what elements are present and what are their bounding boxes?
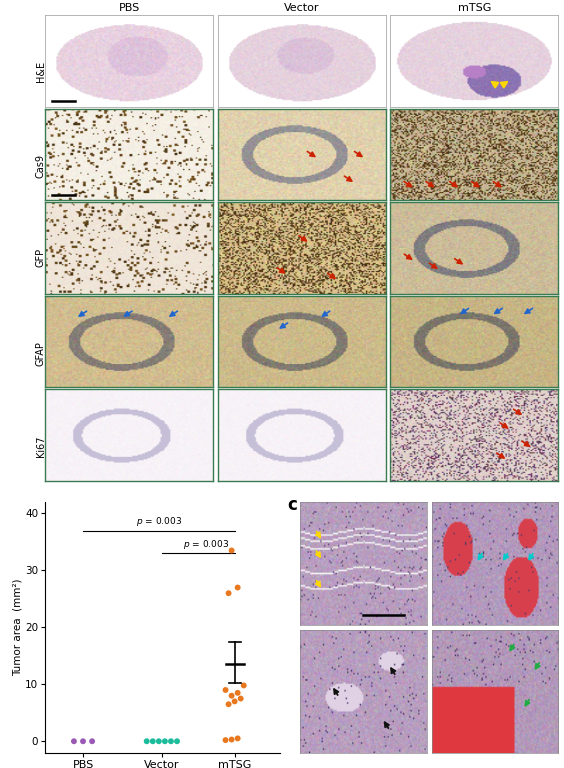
- Y-axis label: Ki67: Ki67: [36, 435, 46, 456]
- Point: [224, 698, 233, 710]
- Title: mTSG: mTSG: [457, 3, 491, 13]
- Point: [87, 735, 96, 747]
- Text: $p$ = 0.003: $p$ = 0.003: [136, 515, 182, 528]
- Y-axis label: H&E: H&E: [36, 61, 46, 82]
- Point: [142, 735, 151, 747]
- Point: [230, 695, 239, 707]
- Point: [166, 735, 175, 747]
- Point: [239, 680, 248, 692]
- Point: [221, 684, 230, 696]
- Point: [227, 545, 236, 557]
- Y-axis label: Tumor area  (mm²): Tumor area (mm²): [12, 578, 22, 676]
- Title: PBS: PBS: [118, 3, 140, 13]
- Y-axis label: GFAP: GFAP: [36, 342, 46, 366]
- Point: [173, 735, 182, 747]
- Point: [160, 735, 169, 747]
- Text: c: c: [287, 496, 297, 514]
- Point: [224, 587, 233, 599]
- Point: [227, 690, 236, 702]
- Y-axis label: GFP: GFP: [36, 248, 46, 267]
- Point: [148, 735, 157, 747]
- Point: [155, 735, 164, 747]
- Point: [69, 735, 78, 747]
- Point: [221, 734, 230, 746]
- Text: $p$ = 0.003: $p$ = 0.003: [183, 538, 229, 551]
- Point: [233, 687, 242, 699]
- Point: [233, 581, 242, 594]
- Point: [233, 732, 242, 744]
- Point: [78, 735, 87, 747]
- Point: [227, 733, 236, 746]
- Point: [236, 693, 245, 705]
- Y-axis label: Cas9: Cas9: [36, 154, 46, 178]
- Title: Vector: Vector: [284, 3, 319, 13]
